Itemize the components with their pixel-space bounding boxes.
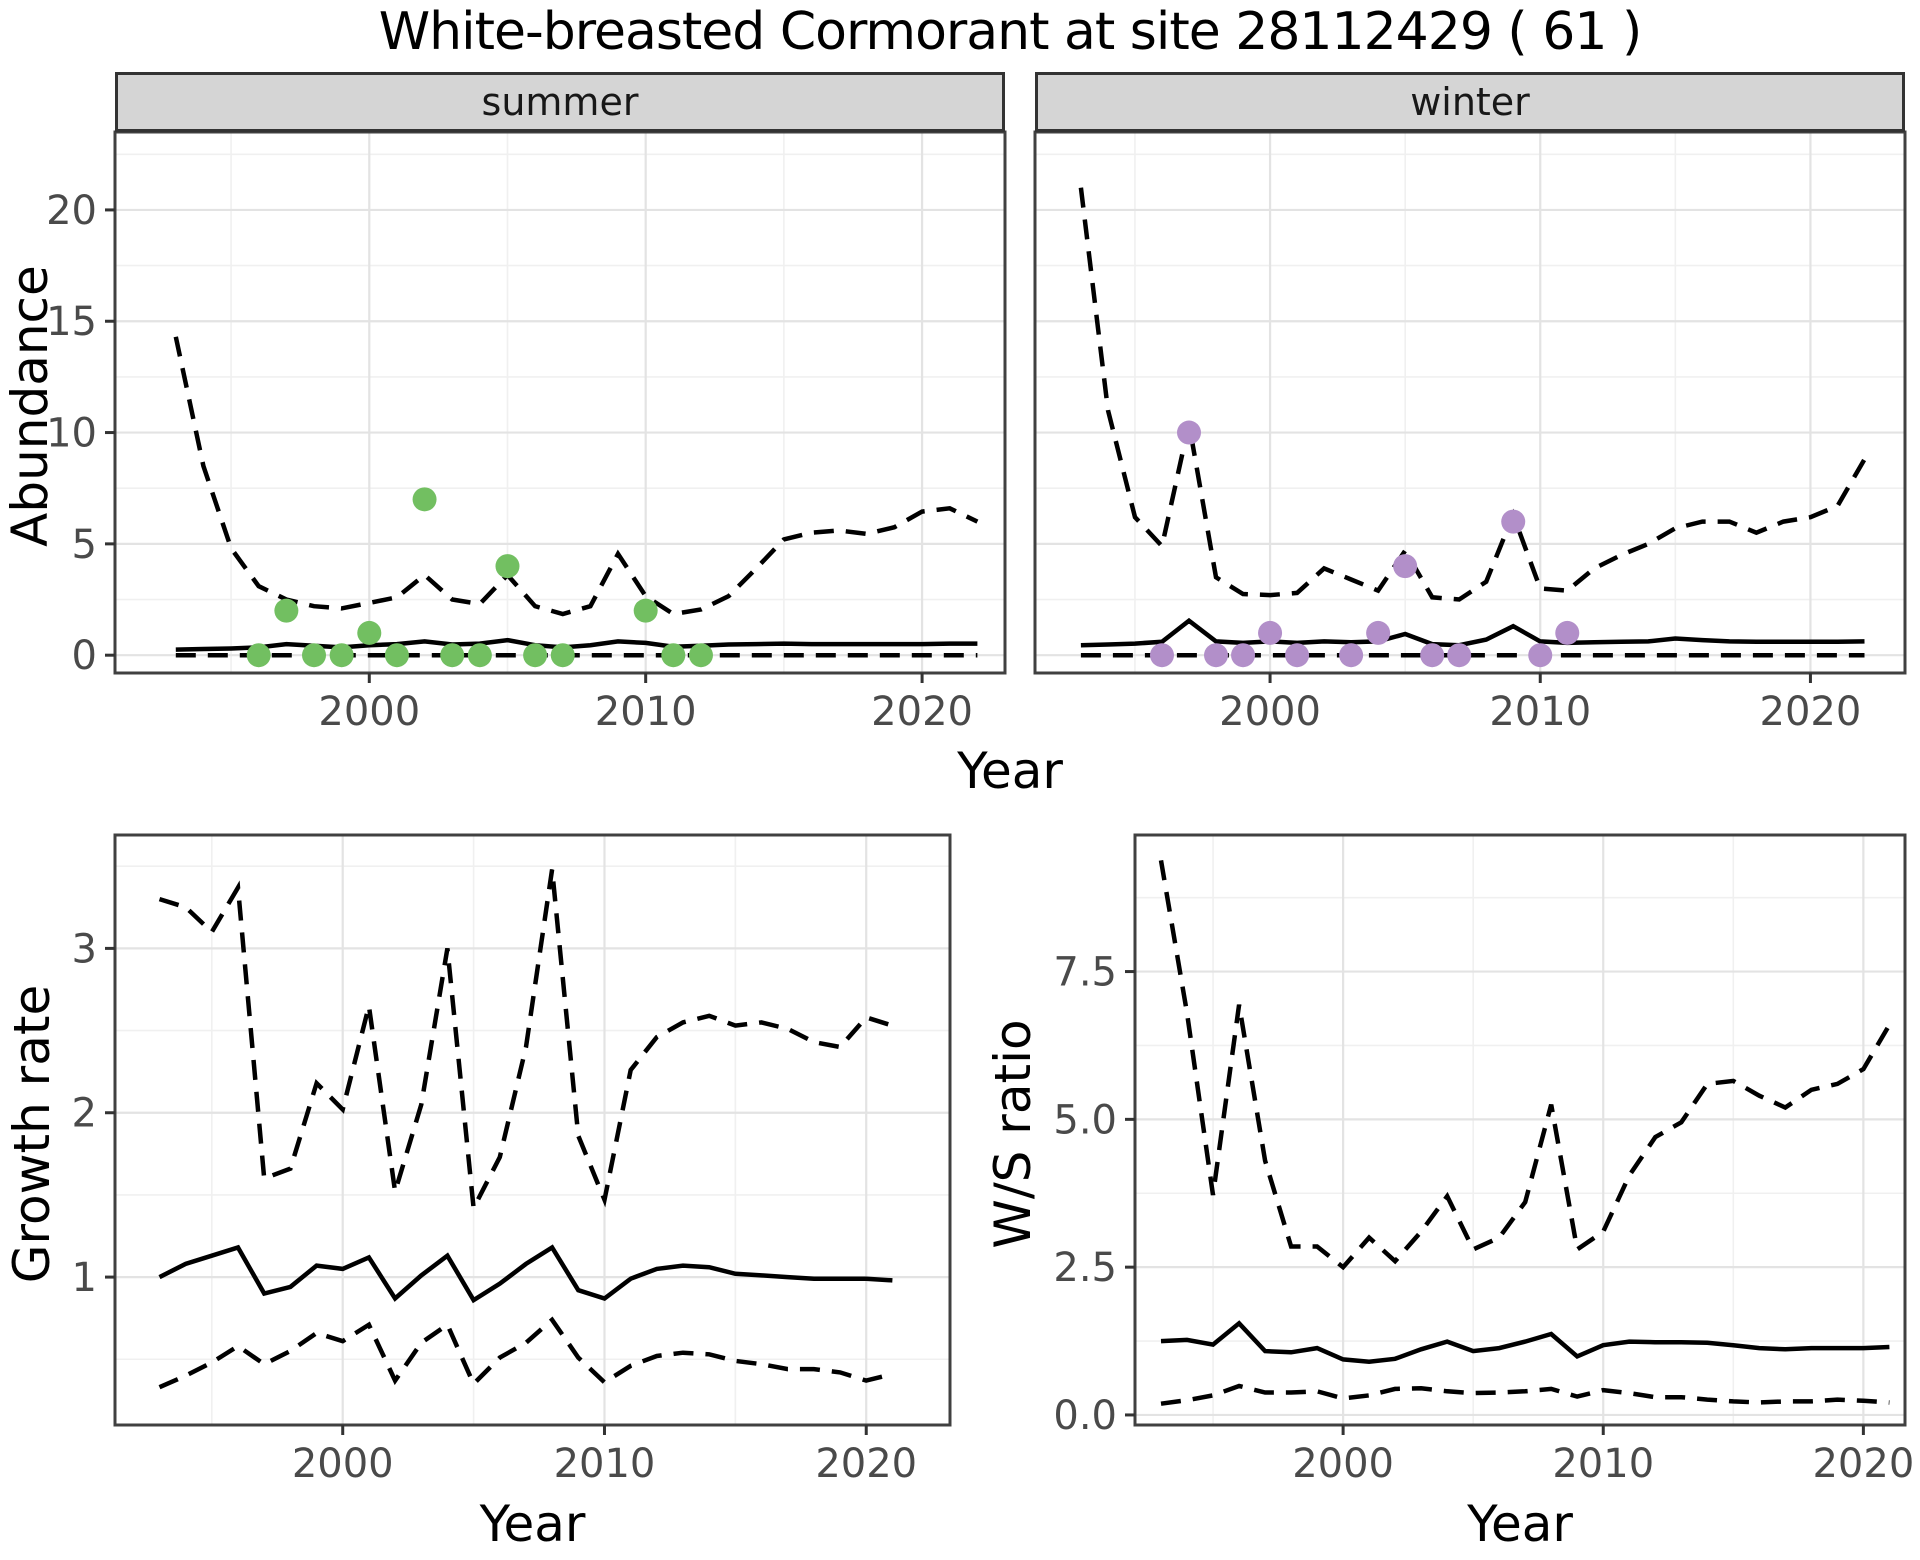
- observation-point: [1177, 420, 1202, 445]
- observation-point: [495, 554, 520, 579]
- y-axis-tick-label: 10: [46, 411, 97, 457]
- facet-strip-summer-label: summer: [481, 80, 639, 124]
- upper-95ci-line: [1158, 860, 1892, 1271]
- observation-point: [1420, 643, 1445, 668]
- observation-point: [1285, 643, 1310, 668]
- observation-point: [1339, 643, 1364, 668]
- facet-strip-winter: winter: [1035, 72, 1905, 132]
- x-axis-tick-label: 2020: [1760, 689, 1862, 735]
- panel-background: [1135, 835, 1905, 1425]
- x-axis-tick-label: 2000: [318, 689, 420, 735]
- y-axis-tick-label: 5: [72, 522, 97, 568]
- top-x-axis-title: Year: [957, 742, 1063, 800]
- upper-95ci-line: [158, 869, 894, 1216]
- panel-border: [113, 833, 952, 1427]
- y-axis-tick-label: 7.5: [1053, 950, 1117, 996]
- y-axis-tick-label: 0.0: [1053, 1393, 1117, 1439]
- observation-point: [412, 487, 437, 512]
- y-axis-tick-label: 5.0: [1053, 1097, 1117, 1143]
- x-axis-tick-label: 2010: [554, 1441, 656, 1487]
- panel-background: [115, 835, 950, 1425]
- facet-strip-summer: summer: [115, 72, 1005, 132]
- observation-point: [467, 643, 492, 668]
- observation-point: [1366, 620, 1391, 645]
- y-axis-tick-label: 2: [72, 1091, 97, 1137]
- bottom-left-x-axis-title: Year: [479, 1495, 586, 1553]
- x-axis-tick-label: 2020: [1812, 1441, 1914, 1487]
- x-axis-tick-label: 2010: [1489, 689, 1591, 735]
- observation-point: [1447, 643, 1472, 668]
- panel-border: [1133, 833, 1907, 1427]
- y-axis-tick-label: 3: [72, 926, 97, 972]
- median-line: [1160, 1320, 1890, 1364]
- observation-point: [688, 643, 713, 668]
- panel-background: [1035, 132, 1905, 673]
- x-axis-tick-label: 2000: [292, 1441, 394, 1487]
- x-axis-tick-label: 2020: [815, 1441, 917, 1487]
- observation-point: [661, 643, 686, 668]
- observation-point: [246, 643, 271, 668]
- observation-point: [523, 643, 548, 668]
- median-line: [1080, 617, 1865, 648]
- lower-95ci-line: [1160, 1383, 1890, 1406]
- y-axis-tick-label: 15: [46, 299, 97, 345]
- observation-point: [274, 598, 299, 623]
- x-axis-tick-label: 2010: [1552, 1441, 1654, 1487]
- abundance-axis-title: Abundance: [1, 265, 59, 547]
- upper-95ci-line: [173, 336, 979, 617]
- panel-background: [115, 132, 1005, 673]
- observation-point: [1501, 509, 1526, 534]
- median-line: [158, 1244, 893, 1304]
- panel-border: [1033, 130, 1907, 675]
- panel-border: [113, 130, 1007, 675]
- facet-strip-winter-label: winter: [1410, 80, 1530, 124]
- observation-point: [329, 643, 354, 668]
- y-axis-tick-label: 20: [46, 188, 97, 234]
- observation-point: [357, 620, 382, 645]
- observation-point: [1258, 620, 1283, 645]
- observation-point: [384, 643, 409, 668]
- observation-point: [440, 643, 465, 668]
- observation-point: [550, 643, 575, 668]
- y-axis-tick-label: 1: [72, 1255, 97, 1301]
- bottom-right-x-axis-title: Year: [1467, 1495, 1573, 1553]
- upper-95ci-line: [1078, 187, 1867, 602]
- observation-point: [1231, 643, 1256, 668]
- y-axis-tick-label: 0: [72, 633, 97, 679]
- observation-point: [1555, 620, 1580, 645]
- lower-95ci-line: [158, 1316, 893, 1390]
- page-title: White-breasted Cormorant at site 2811242…: [378, 2, 1643, 62]
- growth-rate-axis-title: Growth rate: [3, 984, 61, 1284]
- observation-point: [1393, 554, 1418, 579]
- x-axis-tick-label: 2000: [1219, 689, 1321, 735]
- observation-point: [1204, 643, 1229, 668]
- observation-point: [302, 643, 327, 668]
- x-axis-tick-label: 2010: [595, 689, 697, 735]
- y-axis-tick-label: 2.5: [1053, 1245, 1117, 1291]
- x-axis-tick-label: 2000: [1292, 1441, 1394, 1487]
- observation-point: [633, 598, 658, 623]
- x-axis-tick-label: 2020: [871, 689, 973, 735]
- ws-ratio-axis-title: W/S ratio: [984, 1019, 1042, 1249]
- observation-point: [1528, 643, 1553, 668]
- observation-point: [1149, 643, 1174, 668]
